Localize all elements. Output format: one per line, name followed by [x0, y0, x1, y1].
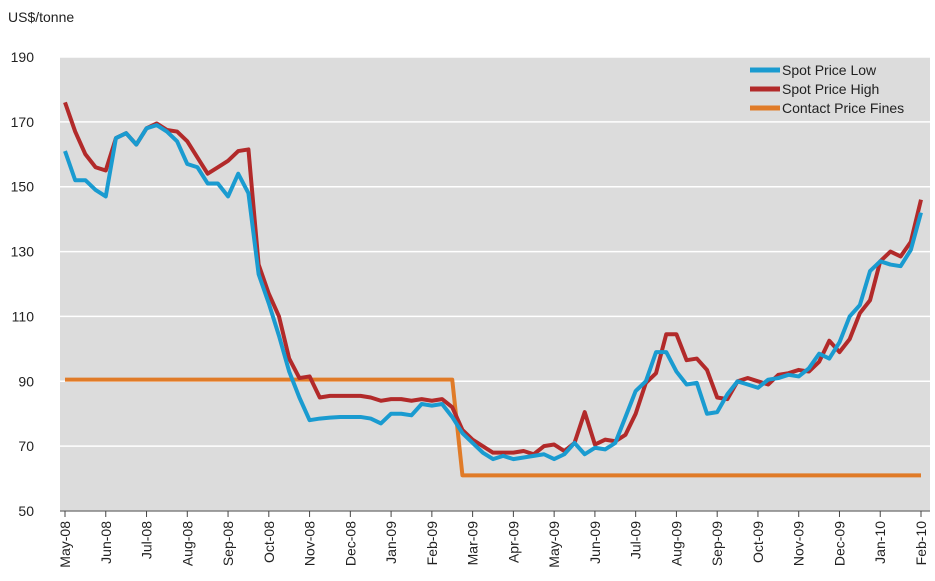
y-tick-label: 130 [11, 244, 35, 260]
y-tick-label: 170 [11, 114, 35, 130]
x-tick-label: Sep-09 [709, 521, 725, 566]
y-tick-label: 190 [11, 49, 35, 65]
x-tick-label: Dec-08 [342, 521, 358, 566]
x-tick-label: Dec-09 [831, 521, 847, 566]
x-tick-label: Oct-09 [750, 521, 766, 563]
plot-area [60, 57, 930, 511]
x-tick-label: Jun-09 [587, 521, 603, 564]
x-tick-label: Oct-08 [261, 521, 277, 563]
x-tick-label: Jan-09 [383, 521, 399, 564]
y-tick-label: 70 [18, 438, 34, 454]
x-tick-label: Apr-09 [505, 521, 521, 563]
x-tick-label: Mar-09 [465, 521, 481, 566]
x-tick-label: Jul-09 [628, 521, 644, 559]
x-tick-label: Jun-08 [98, 521, 114, 564]
legend-label: Contact Price Fines [782, 100, 904, 116]
x-tick-label: May-08 [57, 521, 73, 568]
x-tick-label: Aug-09 [668, 521, 684, 566]
x-tick-label: Jul-08 [139, 521, 155, 559]
legend-label: Spot Price Low [782, 62, 877, 78]
x-tick-label: Nov-09 [791, 521, 807, 566]
legend-label: Spot Price High [782, 81, 879, 97]
x-tick-label: May-09 [546, 521, 562, 568]
series-line [63, 101, 923, 457]
y-axis-label: US$/tonne [8, 9, 74, 25]
x-tick-label: Nov-08 [302, 521, 318, 566]
y-tick-label: 150 [11, 179, 35, 195]
x-tick-label: Sep-08 [220, 521, 236, 566]
y-tick-label: 110 [12, 308, 35, 324]
x-tick-label: Aug-08 [179, 521, 195, 566]
series-line [63, 123, 923, 462]
x-tick-label: Feb-10 [913, 521, 929, 566]
series-line [65, 377, 921, 478]
y-tick-label: 90 [18, 373, 34, 389]
x-tick-label: Jan-10 [872, 521, 888, 564]
x-tick-label: Feb-09 [424, 521, 440, 566]
y-tick-label: 50 [18, 503, 34, 519]
